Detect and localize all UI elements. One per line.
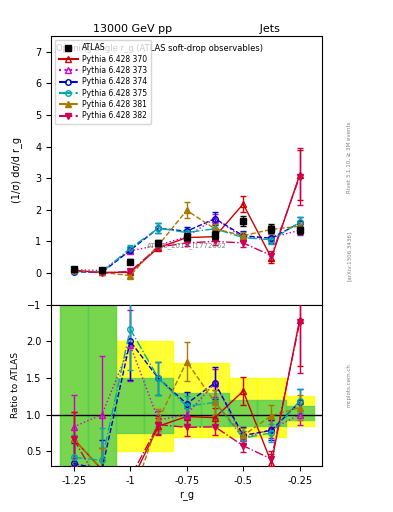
- Text: Opening angle r_g (ATLAS soft-drop observables): Opening angle r_g (ATLAS soft-drop obser…: [56, 44, 263, 53]
- Text: mcplots.cern.ch: mcplots.cern.ch: [347, 364, 352, 407]
- Y-axis label: (1/σ) dσ/d r_g: (1/σ) dσ/d r_g: [11, 137, 22, 203]
- Text: [arXiv:1306.3436]: [arXiv:1306.3436]: [347, 231, 352, 281]
- Legend: ATLAS, Pythia 6.428 370, Pythia 6.428 373, Pythia 6.428 374, Pythia 6.428 375, P: ATLAS, Pythia 6.428 370, Pythia 6.428 37…: [55, 39, 151, 124]
- Text: ATLAS_2019_I1772062: ATLAS_2019_I1772062: [147, 242, 226, 249]
- Y-axis label: Ratio to ATLAS: Ratio to ATLAS: [11, 352, 20, 418]
- X-axis label: r_g: r_g: [179, 491, 194, 501]
- Text: Rivet 3.1.10, ≥ 3M events: Rivet 3.1.10, ≥ 3M events: [347, 121, 352, 193]
- Title: 13000 GeV pp                         Jets: 13000 GeV pp Jets: [93, 24, 280, 34]
